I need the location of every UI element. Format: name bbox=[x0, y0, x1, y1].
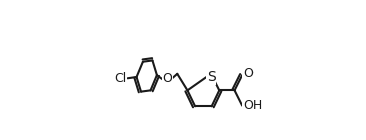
Text: S: S bbox=[207, 70, 215, 84]
Text: O: O bbox=[243, 67, 253, 80]
Text: O: O bbox=[164, 72, 173, 85]
Text: OH: OH bbox=[243, 99, 262, 112]
Text: S: S bbox=[207, 70, 215, 84]
Text: O: O bbox=[243, 67, 253, 80]
Text: O: O bbox=[162, 72, 172, 85]
Text: OH: OH bbox=[243, 100, 262, 113]
Text: Cl: Cl bbox=[114, 72, 126, 85]
Text: Cl: Cl bbox=[114, 72, 126, 85]
